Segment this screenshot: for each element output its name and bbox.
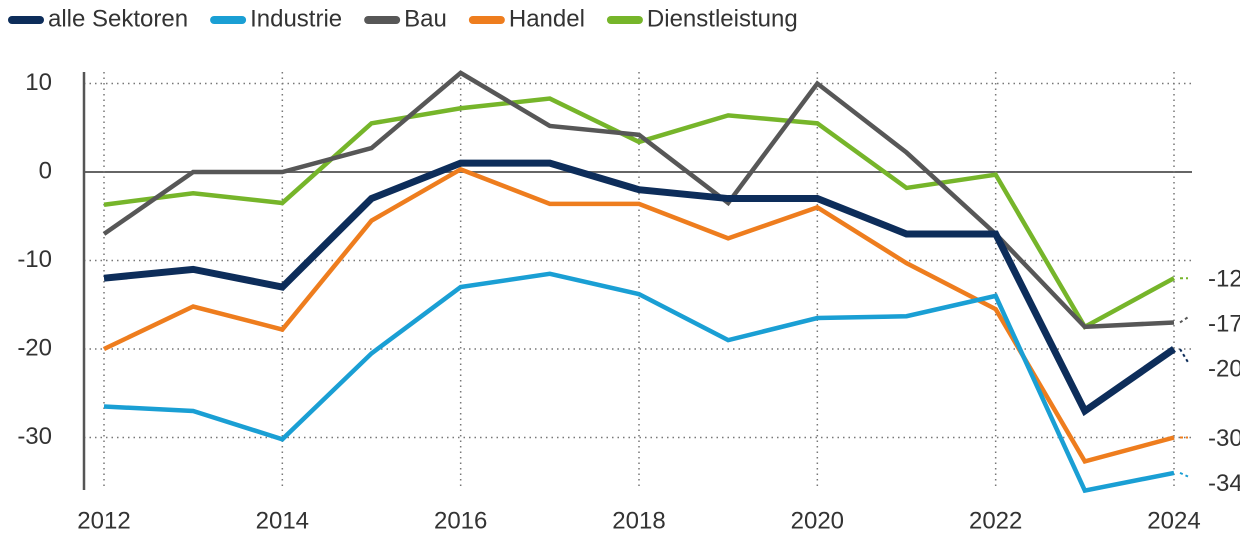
end-connector [1179, 471, 1189, 478]
x-tick-label: 2020 [791, 507, 844, 534]
series-line [103, 166, 1175, 465]
y-tick-label: 0 [39, 157, 52, 184]
x-tick-label: 2016 [434, 507, 487, 534]
y-tick-label: -20 [17, 334, 52, 361]
legend-label: Industrie [250, 5, 342, 32]
end-label: -17 [1208, 311, 1240, 338]
y-tick-label: -10 [17, 246, 52, 273]
end-label: -34 [1208, 470, 1240, 497]
x-tick-label: 2024 [1147, 507, 1200, 534]
end-connector [1179, 348, 1189, 363]
legend-label: Handel [509, 5, 585, 32]
end-label: -12 [1208, 266, 1240, 293]
y-tick-label: 10 [25, 69, 52, 96]
end-label: -20 [1208, 356, 1240, 383]
legend-label: alle Sektoren [48, 5, 188, 32]
y-tick-label: -30 [17, 423, 52, 450]
x-tick-label: 2018 [612, 507, 665, 534]
legend-label: Dienstleistung [647, 5, 798, 32]
x-tick-label: 2012 [77, 507, 130, 534]
x-tick-label: 2022 [969, 507, 1022, 534]
series-line [103, 159, 1176, 417]
series-line [103, 96, 1176, 330]
x-tick-label: 2014 [256, 507, 309, 534]
legend-label: Bau [404, 5, 447, 32]
end-connector [1179, 316, 1189, 324]
series-line [103, 271, 1175, 494]
end-label: -30 [1208, 425, 1240, 452]
